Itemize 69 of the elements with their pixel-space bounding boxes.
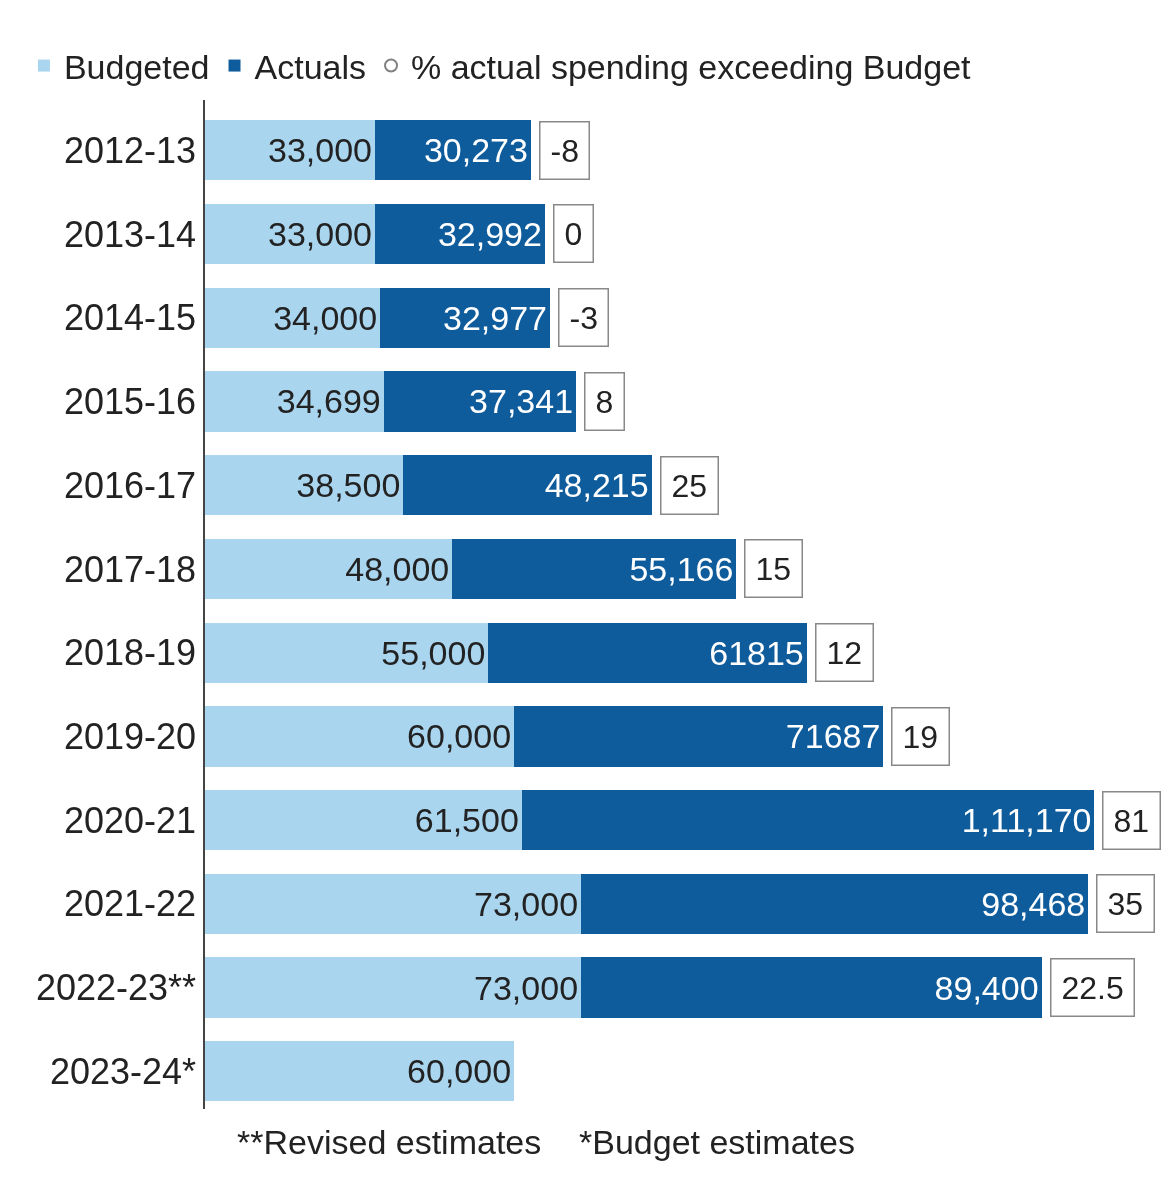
y-tick-label: 2023-24*: [49, 1050, 197, 1092]
data-label: 30,273: [423, 131, 528, 170]
y-tick-label: 2020-21: [63, 799, 197, 841]
bar: [205, 287, 381, 348]
y-tick-label: 2015-16: [63, 381, 197, 423]
annotation: 81: [1113, 802, 1150, 839]
bar: [205, 957, 582, 1018]
y-tick-label: 2022-23**: [35, 967, 197, 1009]
data-label: 48,215: [544, 466, 649, 505]
y-tick-label: 2018-19: [63, 632, 197, 674]
annotation: 22.5: [1061, 969, 1124, 1006]
y-tick-label: 2021-22: [63, 883, 197, 925]
legend-label: % actual spending exceeding Budget: [411, 47, 972, 86]
data-label: 34,000: [273, 298, 378, 337]
y-tick-label: 2013-14: [63, 213, 197, 255]
annotation: 25: [671, 467, 708, 504]
data-label: 55,166: [629, 549, 734, 588]
data-label: 73,000: [474, 884, 579, 923]
annotation: 35: [1107, 885, 1144, 922]
data-label: 33,000: [267, 131, 372, 170]
bar: [205, 455, 404, 516]
bar: [383, 371, 577, 432]
bar: [205, 622, 489, 683]
bar: [205, 789, 522, 851]
y-tick-label: 2019-20: [63, 715, 197, 757]
bar: [521, 789, 1095, 851]
data-label: 32,992: [437, 214, 542, 253]
data-label: 61,500: [414, 801, 519, 840]
data-label: 37,341: [469, 382, 574, 421]
legend-label: Budgeted: [63, 47, 210, 86]
annotation: 15: [755, 550, 792, 587]
data-label: 38,500: [296, 466, 401, 505]
annotation: 0: [564, 215, 583, 252]
data-label: 61815: [709, 633, 804, 672]
data-label: 1,11,170: [961, 801, 1092, 840]
bar: [452, 538, 737, 600]
data-label: 55,000: [381, 633, 486, 672]
bar: [205, 1041, 515, 1102]
data-label: 60,000: [407, 717, 512, 756]
annotation: 19: [902, 718, 939, 755]
bar: [403, 455, 652, 516]
data-label: 33,000: [267, 214, 372, 253]
bar: [514, 706, 884, 767]
bar: [205, 371, 384, 432]
y-tick-label: 2014-15: [63, 297, 197, 339]
legend-label: Actuals: [254, 47, 367, 86]
annotation: 8: [595, 383, 614, 420]
bar: [581, 957, 1042, 1018]
data-label: 60,000: [407, 1052, 512, 1091]
bar: [488, 622, 807, 683]
annotation: -3: [569, 299, 598, 336]
data-label: 32,977: [443, 298, 548, 337]
bar: [380, 287, 551, 348]
annotation: -8: [550, 132, 579, 169]
y-tick-label: 2012-13: [63, 129, 197, 171]
data-label: 34,699: [276, 382, 381, 421]
bar: [205, 873, 582, 934]
y-tick-label: 2016-17: [63, 464, 197, 506]
bar: [205, 706, 515, 767]
data-label: 98,468: [981, 884, 1086, 923]
bar: [581, 873, 1089, 934]
text: **Revised estimates *Budget estimates: [237, 1123, 855, 1161]
bar: [205, 538, 453, 600]
y-tick-label: 2017-18: [63, 548, 197, 590]
data-label: 48,000: [345, 549, 450, 588]
data-label: 71687: [785, 717, 881, 756]
data-label: 73,000: [474, 968, 579, 1007]
annotation: 12: [826, 634, 863, 671]
data-label: 89,400: [934, 968, 1039, 1007]
